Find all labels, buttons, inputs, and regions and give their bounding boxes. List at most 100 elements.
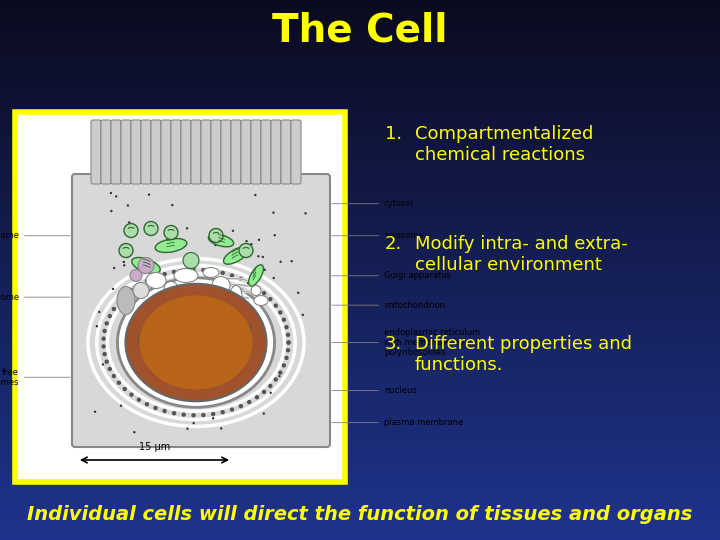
Ellipse shape bbox=[203, 267, 219, 278]
Circle shape bbox=[246, 240, 248, 242]
Circle shape bbox=[120, 404, 122, 407]
Bar bbox=[0, 3, 720, 5]
FancyBboxPatch shape bbox=[191, 120, 201, 184]
Text: Compartmentalized
chemical reactions: Compartmentalized chemical reactions bbox=[415, 125, 593, 164]
Bar bbox=[0, 392, 720, 394]
Bar bbox=[0, 389, 720, 392]
Circle shape bbox=[122, 261, 125, 263]
Bar bbox=[0, 516, 720, 518]
Circle shape bbox=[257, 255, 260, 258]
Bar bbox=[0, 456, 720, 459]
Bar bbox=[0, 113, 720, 116]
Circle shape bbox=[287, 349, 289, 352]
Circle shape bbox=[105, 360, 108, 363]
Bar bbox=[0, 532, 720, 535]
Circle shape bbox=[108, 368, 112, 370]
Bar bbox=[0, 51, 720, 54]
Bar bbox=[0, 54, 720, 57]
Circle shape bbox=[212, 269, 215, 273]
Bar bbox=[0, 324, 720, 327]
Bar bbox=[0, 305, 720, 308]
Bar bbox=[0, 65, 720, 68]
Bar bbox=[0, 286, 720, 289]
Bar bbox=[0, 437, 720, 440]
Bar bbox=[0, 467, 720, 470]
FancyBboxPatch shape bbox=[211, 120, 221, 184]
Bar bbox=[0, 213, 720, 216]
Text: Modify intra- and extra-
cellular environment: Modify intra- and extra- cellular enviro… bbox=[415, 235, 628, 274]
Circle shape bbox=[173, 271, 176, 273]
Ellipse shape bbox=[254, 295, 268, 306]
Bar bbox=[0, 30, 720, 32]
Circle shape bbox=[182, 413, 185, 416]
Circle shape bbox=[186, 227, 188, 230]
Circle shape bbox=[115, 195, 117, 198]
Bar bbox=[0, 491, 720, 494]
Circle shape bbox=[287, 341, 290, 344]
Bar bbox=[0, 394, 720, 397]
Bar bbox=[0, 416, 720, 418]
Circle shape bbox=[105, 322, 108, 325]
Circle shape bbox=[202, 414, 205, 416]
Ellipse shape bbox=[208, 234, 233, 247]
Circle shape bbox=[117, 301, 120, 304]
Bar bbox=[0, 294, 720, 297]
Circle shape bbox=[285, 356, 288, 360]
Bar bbox=[0, 475, 720, 478]
Bar bbox=[0, 122, 720, 124]
Bar bbox=[0, 316, 720, 319]
Bar bbox=[0, 230, 720, 232]
Text: The Cell: The Cell bbox=[272, 11, 448, 49]
Circle shape bbox=[272, 212, 274, 214]
Bar bbox=[0, 0, 720, 3]
Circle shape bbox=[263, 390, 266, 393]
Bar bbox=[0, 505, 720, 508]
Text: nucleus: nucleus bbox=[332, 386, 417, 395]
Bar bbox=[0, 332, 720, 335]
Bar bbox=[0, 246, 720, 248]
Bar bbox=[0, 70, 720, 73]
Text: 2.: 2. bbox=[385, 235, 402, 253]
Bar bbox=[0, 59, 720, 62]
Bar bbox=[0, 135, 720, 138]
Bar bbox=[0, 259, 720, 262]
Bar bbox=[0, 232, 720, 235]
Circle shape bbox=[109, 192, 112, 194]
Circle shape bbox=[133, 431, 135, 434]
Bar bbox=[0, 408, 720, 410]
FancyBboxPatch shape bbox=[261, 120, 271, 184]
Bar bbox=[0, 459, 720, 462]
Bar bbox=[0, 429, 720, 432]
Bar bbox=[0, 103, 720, 105]
Circle shape bbox=[130, 289, 133, 292]
Bar bbox=[0, 284, 720, 286]
Ellipse shape bbox=[132, 333, 150, 348]
Ellipse shape bbox=[174, 268, 198, 282]
Circle shape bbox=[173, 411, 176, 415]
Bar bbox=[0, 143, 720, 146]
Circle shape bbox=[279, 261, 282, 263]
Bar bbox=[0, 313, 720, 316]
Bar bbox=[0, 16, 720, 19]
Bar bbox=[0, 186, 720, 189]
Circle shape bbox=[127, 204, 129, 207]
Bar bbox=[0, 478, 720, 481]
Ellipse shape bbox=[117, 287, 135, 314]
FancyBboxPatch shape bbox=[151, 120, 161, 184]
Bar bbox=[0, 470, 720, 472]
Text: mitochondrion: mitochondrion bbox=[332, 301, 445, 309]
Bar bbox=[0, 289, 720, 292]
Bar bbox=[0, 464, 720, 467]
Bar bbox=[0, 165, 720, 167]
Circle shape bbox=[139, 267, 142, 270]
Bar bbox=[0, 40, 720, 43]
Bar bbox=[0, 348, 720, 351]
Bar bbox=[0, 14, 720, 16]
Bar bbox=[0, 497, 720, 500]
Circle shape bbox=[192, 414, 195, 417]
Bar bbox=[0, 402, 720, 405]
Circle shape bbox=[192, 268, 195, 271]
Circle shape bbox=[108, 315, 112, 318]
Bar bbox=[0, 189, 720, 192]
Bar bbox=[0, 254, 720, 256]
